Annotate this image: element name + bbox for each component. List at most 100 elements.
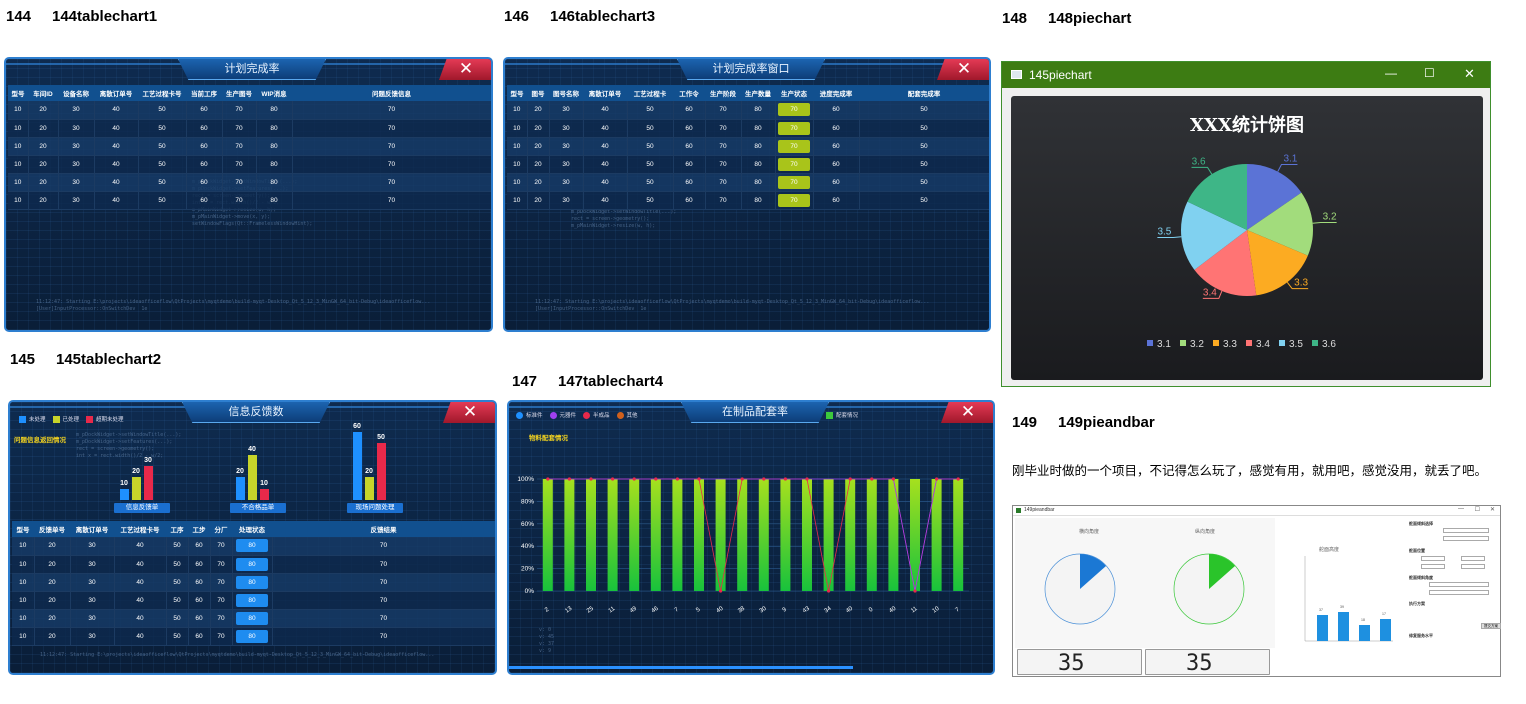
table-row[interactable]: 10 20 30 40 50 60 70 80 70 60 50: [507, 137, 989, 156]
table-cell: 10: [12, 627, 35, 646]
status-badge[interactable]: 70: [778, 193, 810, 207]
table-cell: 60: [813, 119, 860, 138]
status-badge[interactable]: 80: [236, 629, 268, 643]
table-cell: 10: [507, 101, 528, 120]
table-cell: 10: [507, 137, 528, 156]
table-row[interactable]: 10 20 30 40 50 60 70 80 70: [8, 101, 491, 120]
table-cell: 70: [272, 555, 495, 574]
background-console: v: 0 v: 45 v: 37 v: 9: [539, 627, 555, 654]
table-cell: 80: [256, 119, 293, 138]
table-row[interactable]: 10 20 30 40 50 60 70 80 70: [8, 119, 491, 138]
y-tick-label: 20%: [521, 566, 534, 573]
status-badge[interactable]: 80: [236, 611, 268, 625]
table-cell: 60: [186, 137, 223, 156]
close-button[interactable]: ✕: [439, 59, 491, 80]
table-row[interactable]: 10 20 30 40 50 60 70 80 70: [12, 573, 495, 592]
table-cell: 70: [292, 137, 491, 156]
bar: [758, 479, 769, 591]
table-row[interactable]: 10 20 30 40 50 60 70 80 70: [12, 591, 495, 610]
table-cell: 10: [507, 119, 528, 138]
status-badge[interactable]: 80: [236, 557, 268, 571]
close-button[interactable]: ✕: [941, 402, 993, 423]
column-header: 工艺过程卡: [627, 85, 673, 101]
table-cell: 50: [859, 191, 989, 210]
table-row[interactable]: 10 20 30 40 50 60 70 80 70 60 50: [507, 173, 989, 192]
caption-145: 145 145tablechart2: [10, 351, 162, 368]
pie-slice: [1247, 230, 1308, 296]
x-tick-label: 49: [629, 605, 638, 614]
pie-slice: [1247, 164, 1302, 230]
chart-subtitle: 物料配套情况: [529, 435, 568, 442]
status-badge[interactable]: 80: [236, 539, 268, 553]
status-badge[interactable]: 70: [778, 103, 810, 117]
apply-button[interactable]: 提交方案: [1481, 623, 1501, 629]
table-cell: 60: [673, 191, 706, 210]
readout-1-value: 35: [1058, 651, 1085, 676]
table-row[interactable]: 10 20 30 40 50 60 70 80 70: [12, 627, 495, 646]
table-row[interactable]: 10 20 30 40 50 60 70 80 70 60 50: [507, 191, 989, 210]
x-tick-label: 30: [759, 605, 768, 614]
side-input-3[interactable]: [1421, 556, 1445, 561]
close-button[interactable]: ✕: [937, 59, 989, 80]
close-button[interactable]: ✕: [1489, 507, 1495, 513]
table-cell: 70: [210, 627, 233, 646]
minimize-button[interactable]: —: [1385, 66, 1397, 80]
table-cell: 60: [188, 537, 211, 556]
side-input-8[interactable]: [1429, 590, 1489, 595]
table-row[interactable]: 10 20 30 40 50 60 70 80 70 60 50: [507, 155, 989, 174]
status-badge[interactable]: 70: [778, 175, 810, 189]
table-cell: 60: [673, 119, 706, 138]
side-input-1[interactable]: [1443, 528, 1489, 533]
status-badge[interactable]: 70: [778, 139, 810, 153]
x-tick-label: 13: [564, 605, 573, 614]
table-cell: 20: [34, 591, 71, 610]
table-row[interactable]: 10 20 30 40 50 60 70 80 70 60 50: [507, 119, 989, 138]
pie2-slice: [1209, 554, 1235, 589]
maximize-button[interactable]: ☐: [1424, 66, 1435, 80]
table-cell: 20: [34, 555, 71, 574]
table-row[interactable]: 10 20 30 40 50 60 70 80 70: [8, 191, 491, 210]
close-button[interactable]: ✕: [1464, 66, 1475, 81]
table-row[interactable]: 10 20 30 40 50 60 70 80 70: [12, 555, 495, 574]
table-cell: 70: [222, 155, 257, 174]
scroll-progress[interactable]: [509, 666, 853, 669]
table-row[interactable]: 10 20 30 40 50 60 70 80 70: [12, 537, 495, 556]
x-tick-label: 5: [695, 606, 702, 613]
table-cell: 60: [186, 119, 223, 138]
table-cell: 80: [741, 137, 776, 156]
bar: [586, 479, 596, 591]
minimize-button[interactable]: —: [1458, 506, 1464, 512]
table-cell: 80: [741, 119, 776, 138]
legend-label: 未处理: [29, 417, 46, 423]
maximize-button[interactable]: ☐: [1474, 507, 1480, 513]
table-row[interactable]: 10 20 30 40 50 60 70 80 70: [8, 137, 491, 156]
table-cell: 10: [12, 609, 35, 628]
table-cell: 70: [292, 101, 491, 120]
side-input-2[interactable]: [1443, 536, 1489, 541]
feedback-bar-chart: 10 20 30 信息反馈单 20 40 10 不合格品单 60 20 50 现场问题处理: [10, 402, 495, 522]
status-badge[interactable]: 70: [778, 121, 810, 135]
table-cell: 60: [813, 101, 860, 120]
status-badge[interactable]: 80: [236, 593, 268, 607]
table-cell: 10: [8, 191, 29, 210]
bar: [931, 479, 942, 591]
table-cell: 80: [256, 137, 293, 156]
table-row[interactable]: 10 20 30 40 50 60 70 80 70: [12, 609, 495, 628]
data-point: [654, 477, 658, 481]
side-input-6[interactable]: [1461, 564, 1485, 569]
table-row[interactable]: 10 20 30 40 50 60 70 80 70: [8, 173, 491, 192]
close-button[interactable]: ✕: [443, 402, 495, 423]
legend-label: 3.5: [1289, 339, 1303, 350]
side-input-4[interactable]: [1461, 556, 1485, 561]
table-cell: 60: [188, 573, 211, 592]
table-row[interactable]: 10 20 30 40 50 60 70 80 70 60 50: [507, 101, 989, 120]
legend-label: 3.3: [1223, 339, 1237, 350]
status-badge[interactable]: 70: [778, 157, 810, 171]
side-input-7[interactable]: [1429, 582, 1489, 587]
table-cell: 20: [34, 573, 71, 592]
piechart-window: 145piechart — ☐ ✕ XXX统计饼图 3.1 3.2 3.3 3.4 3.…: [1001, 61, 1491, 387]
table-row[interactable]: 10 20 30 40 50 60 70 80 70: [8, 155, 491, 174]
side-input-5[interactable]: [1421, 564, 1445, 569]
status-badge[interactable]: 80: [236, 575, 268, 589]
bar: [353, 432, 362, 500]
